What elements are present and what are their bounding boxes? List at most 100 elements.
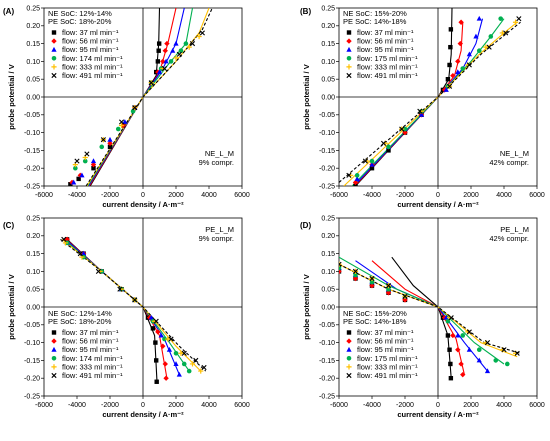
data-point: [115, 126, 121, 132]
soc-note: PE SoC: 18%-20%: [48, 317, 112, 326]
legend-marker: [51, 38, 57, 44]
data-point: [476, 48, 482, 54]
legend-marker: [346, 64, 352, 70]
data-point: [183, 41, 189, 46]
series-fit-line: [343, 21, 518, 186]
data-point: [458, 361, 464, 367]
data-point: [499, 30, 505, 36]
plot-data: [68, 8, 213, 186]
data-point: [173, 40, 179, 46]
series-fit-line: [339, 21, 521, 183]
y-axis-label: probe potential / V: [7, 64, 16, 129]
legend-entry: flow: 37 ml min⁻¹: [62, 28, 119, 37]
data-point: [460, 66, 466, 71]
legend-entry: flow: 56 ml min⁻¹: [62, 37, 119, 46]
data-point: [352, 179, 359, 186]
y-tick-label: 0.25: [321, 5, 335, 12]
data-point: [380, 140, 387, 146]
legend-entry: flow: 95 ml min⁻¹: [62, 45, 119, 54]
y-tick-label: 0.10: [321, 59, 335, 66]
data-point: [132, 297, 138, 303]
data-point: [99, 144, 105, 150]
data-point: [473, 33, 479, 39]
data-point: [488, 34, 494, 39]
data-point: [186, 44, 192, 50]
data-point: [76, 176, 81, 182]
data-point: [447, 347, 452, 352]
y-tick-label: 0.00: [26, 304, 40, 311]
y-tick-label: 0.05: [26, 77, 40, 84]
y-axis-label: probe potential / V: [302, 64, 311, 129]
x-tick-label: 0: [141, 402, 145, 409]
chart-panel-4: -6000 -4000 -2000 0 2000 4000 6000 -0.25 -0.20 -0…: [300, 215, 545, 419]
legend-entry: flow: 95 ml min⁻¹: [62, 345, 119, 354]
data-point: [165, 336, 171, 342]
data-point: [484, 340, 491, 346]
panel-annotation: 42% compr.: [489, 158, 529, 167]
data-point: [178, 48, 184, 54]
data-point: [163, 58, 169, 64]
legend-marker: [346, 30, 352, 35]
data-point: [153, 340, 158, 345]
data-point: [164, 40, 170, 47]
legend-marker: [51, 356, 57, 361]
x-tick-label: -2000: [396, 192, 414, 199]
legend-marker: [51, 30, 57, 35]
x-tick-label: 6000: [529, 402, 545, 409]
y-tick-label: 0.05: [321, 77, 335, 84]
data-point: [418, 112, 425, 117]
data-point: [399, 126, 405, 132]
y-axis-label: probe potential / V: [7, 274, 16, 339]
x-tick-label: 6000: [529, 192, 545, 199]
y-tick-label: 0.25: [321, 215, 335, 222]
data-point: [168, 336, 174, 342]
data-point: [417, 108, 423, 114]
data-point: [466, 346, 472, 352]
x-tick-label: 0: [436, 192, 440, 199]
y-tick-label: -0.10: [24, 130, 40, 137]
legend-entry: flow: 333 ml min⁻¹: [357, 62, 418, 71]
data-point: [498, 16, 504, 21]
legend-entry: flow: 491 ml min⁻¹: [357, 371, 418, 380]
data-point: [117, 286, 123, 292]
data-point: [455, 347, 461, 353]
y-tick-label: 0.10: [26, 269, 40, 276]
data-point: [339, 268, 342, 275]
y-tick-label: -0.10: [24, 340, 40, 347]
data-point: [447, 62, 452, 68]
legend-entry: flow: 37 ml min⁻¹: [357, 28, 414, 37]
data-point: [82, 158, 88, 164]
data-point: [352, 275, 359, 282]
legend-entry: flow: 175 ml min⁻¹: [357, 354, 418, 363]
data-point: [154, 379, 159, 384]
x-tick-label: -2000: [101, 402, 119, 409]
legend-marker: [346, 56, 352, 61]
legend-entry: flow: 491 ml min⁻¹: [62, 371, 123, 380]
data-point: [77, 251, 83, 257]
y-tick-label: 0.05: [321, 287, 335, 294]
x-axis-label: current density / A·m⁻²: [102, 200, 184, 209]
data-point: [178, 350, 184, 356]
soc-note: PE SoC: 18%-20%: [48, 17, 112, 26]
y-axis-label: probe potential / V: [302, 274, 311, 339]
data-point: [443, 314, 449, 320]
legend-entry: flow: 491 ml min⁻¹: [357, 71, 418, 80]
data-point: [386, 148, 391, 153]
y-tick-label: 0.00: [26, 94, 40, 101]
legend-entry: flow: 491 ml min⁻¹: [62, 71, 123, 80]
data-point: [448, 376, 454, 381]
data-point: [476, 357, 482, 363]
data-point: [466, 329, 472, 335]
legend-marker: [51, 64, 57, 70]
data-point: [386, 144, 391, 150]
data-point: [501, 347, 507, 353]
data-point: [369, 166, 375, 171]
series-fit-line: [351, 18, 505, 186]
data-point: [107, 136, 113, 142]
x-tick-label: -4000: [363, 192, 381, 199]
legend-marker: [346, 330, 352, 335]
data-point: [155, 59, 161, 64]
legend-marker: [346, 338, 352, 344]
y-tick-label: 0.05: [26, 287, 40, 294]
data-point: [168, 59, 174, 64]
